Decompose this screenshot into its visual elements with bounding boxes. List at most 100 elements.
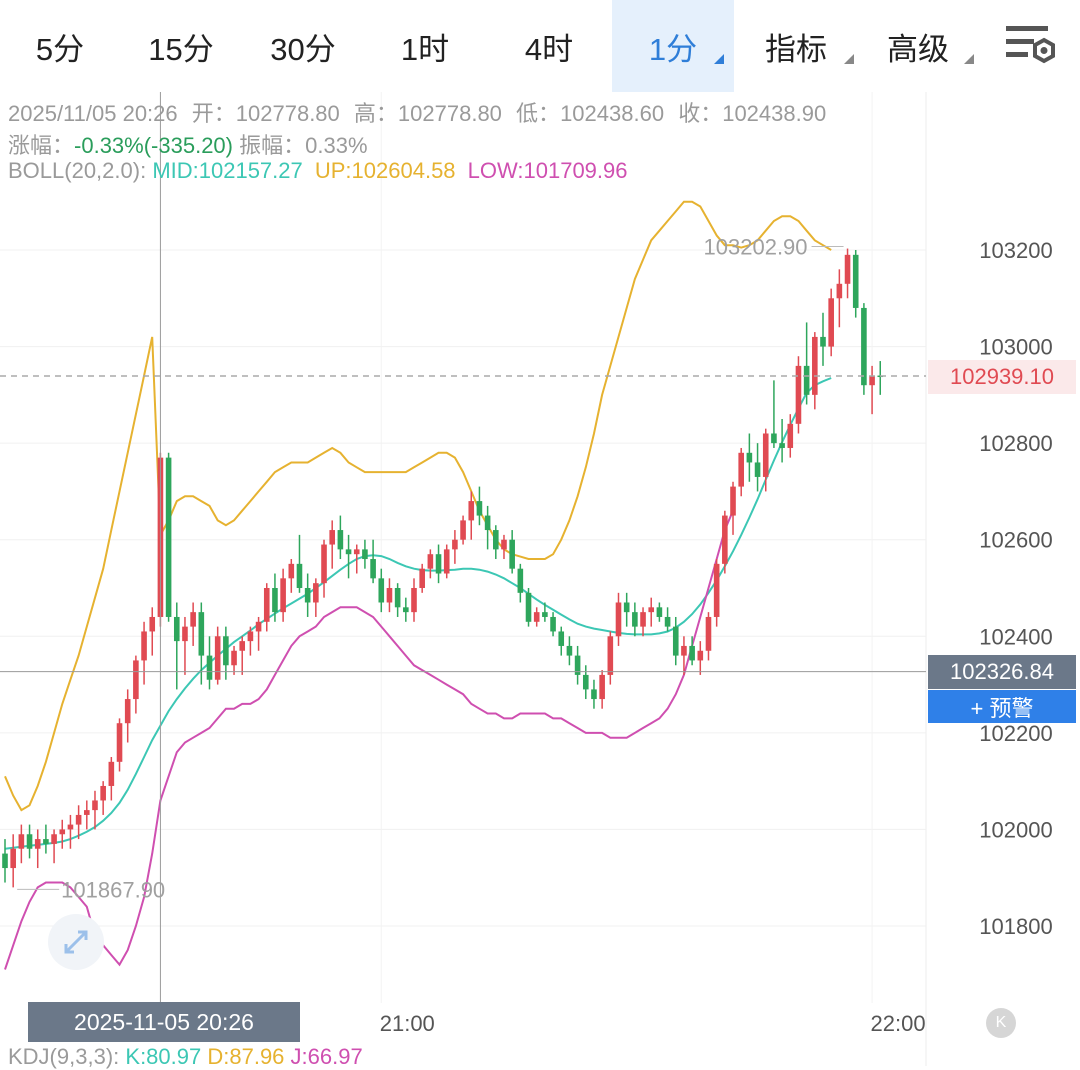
tab-indicators[interactable]: 指标 [734, 0, 858, 92]
candle [648, 597, 655, 627]
candle-body [34, 839, 41, 849]
candle [501, 534, 507, 560]
candle [59, 819, 66, 849]
candle-body [296, 563, 303, 588]
candle-body [2, 853, 8, 869]
reset-kline-button[interactable]: K [986, 1008, 1016, 1038]
tab-1min[interactable]: 1分 [612, 0, 734, 92]
candle-body [861, 307, 867, 386]
candle-body [255, 621, 262, 632]
tab-5min[interactable]: 5分 [35, 31, 85, 67]
candle [427, 549, 434, 579]
kdj-d-value: D:87.96 [207, 1044, 285, 1069]
tab-4hour[interactable]: 4时 [524, 31, 574, 67]
candle-body [411, 588, 417, 613]
candle [321, 539, 327, 598]
boll-label: BOLL(20,2.0): [8, 158, 147, 183]
candle [771, 380, 777, 448]
candle-body [10, 848, 16, 869]
candle [566, 636, 573, 666]
candle-body [427, 554, 434, 569]
fullscreen-button[interactable] [48, 914, 104, 970]
candle-body [771, 433, 777, 444]
tab-indicators-label: 指标 [765, 31, 827, 67]
candle-body [844, 254, 851, 284]
candle [820, 312, 826, 366]
candle [10, 834, 16, 888]
tab-15min[interactable]: 15分 [148, 31, 214, 67]
candle [558, 626, 565, 656]
candle-body [452, 539, 458, 550]
crosshair-time-tag: 2025-11-05 20:26 [28, 1002, 300, 1042]
dropdown-caret-icon [844, 54, 854, 64]
candle [803, 322, 810, 405]
candle [689, 636, 695, 666]
candle-body [116, 723, 123, 762]
candle-body [803, 365, 810, 395]
candle-body [468, 501, 475, 521]
chart-settings-button[interactable] [1000, 18, 1060, 74]
candle [812, 332, 818, 410]
candle [149, 607, 156, 656]
price-axis-label: 102800 [979, 431, 1052, 456]
dropdown-caret-icon [714, 54, 724, 64]
candle [173, 602, 180, 690]
candle-body [533, 612, 540, 622]
candle [697, 641, 704, 675]
change-info-line: 涨幅：-0.33%(-335.20) 振幅：0.33% [8, 128, 368, 160]
candle [206, 636, 213, 690]
boll-up-value: UP:102604.58 [314, 158, 456, 183]
candle-body [632, 612, 638, 627]
boll-mid-value: MID:102157.27 [152, 158, 303, 183]
candle [533, 607, 540, 627]
price-axis-label: 102200 [979, 721, 1052, 746]
candle-body [550, 616, 556, 632]
candle [214, 626, 221, 685]
candle-body [484, 515, 491, 531]
candle [493, 525, 499, 560]
tab-1hour[interactable]: 1时 [400, 31, 450, 67]
candle [574, 645, 581, 685]
candle [435, 544, 442, 584]
interval-tab-bar: 5分 15分 30分 1时 4时 1分 指标 高级 [0, 0, 1080, 92]
candle [607, 631, 614, 685]
candle [844, 248, 851, 299]
close-value: 102438.90 [722, 101, 827, 126]
candle-body [623, 602, 630, 613]
candle [329, 520, 335, 569]
candle-body [280, 578, 286, 613]
candle-body [672, 626, 679, 656]
candle-body [640, 612, 646, 627]
candle-body [141, 631, 147, 661]
candle [722, 510, 728, 574]
low-value: 102438.60 [560, 101, 665, 126]
candle-body [198, 612, 205, 656]
candle-body [664, 616, 671, 627]
candle [836, 269, 843, 328]
price-axis-label: 102000 [979, 817, 1052, 842]
candle [403, 597, 409, 622]
kdj-info-line: KDJ(9,3,3): K:80.97 D:87.96 J:66.97 [8, 1044, 363, 1070]
candle [746, 433, 753, 482]
candle-body [828, 298, 834, 347]
tab-advanced[interactable]: 高级 [858, 0, 978, 92]
add-alert-button[interactable]: + 预警 [928, 690, 1076, 723]
candle-body [231, 650, 237, 666]
candle [198, 602, 205, 685]
candle-body [165, 457, 172, 617]
candle-body [133, 660, 139, 700]
tab-30min[interactable]: 30分 [270, 31, 336, 67]
candle [615, 592, 622, 646]
candle-body [656, 607, 663, 617]
candle-body [419, 568, 425, 588]
candle-body [509, 539, 515, 569]
candle-body [394, 588, 401, 608]
high-label: 高： [353, 101, 398, 126]
candle-body [386, 588, 393, 603]
boll-low-value: LOW:101709.96 [467, 158, 628, 183]
candle-body [836, 283, 843, 299]
close-label: 收： [678, 101, 723, 126]
candle-body [705, 616, 712, 651]
candle [591, 679, 597, 709]
